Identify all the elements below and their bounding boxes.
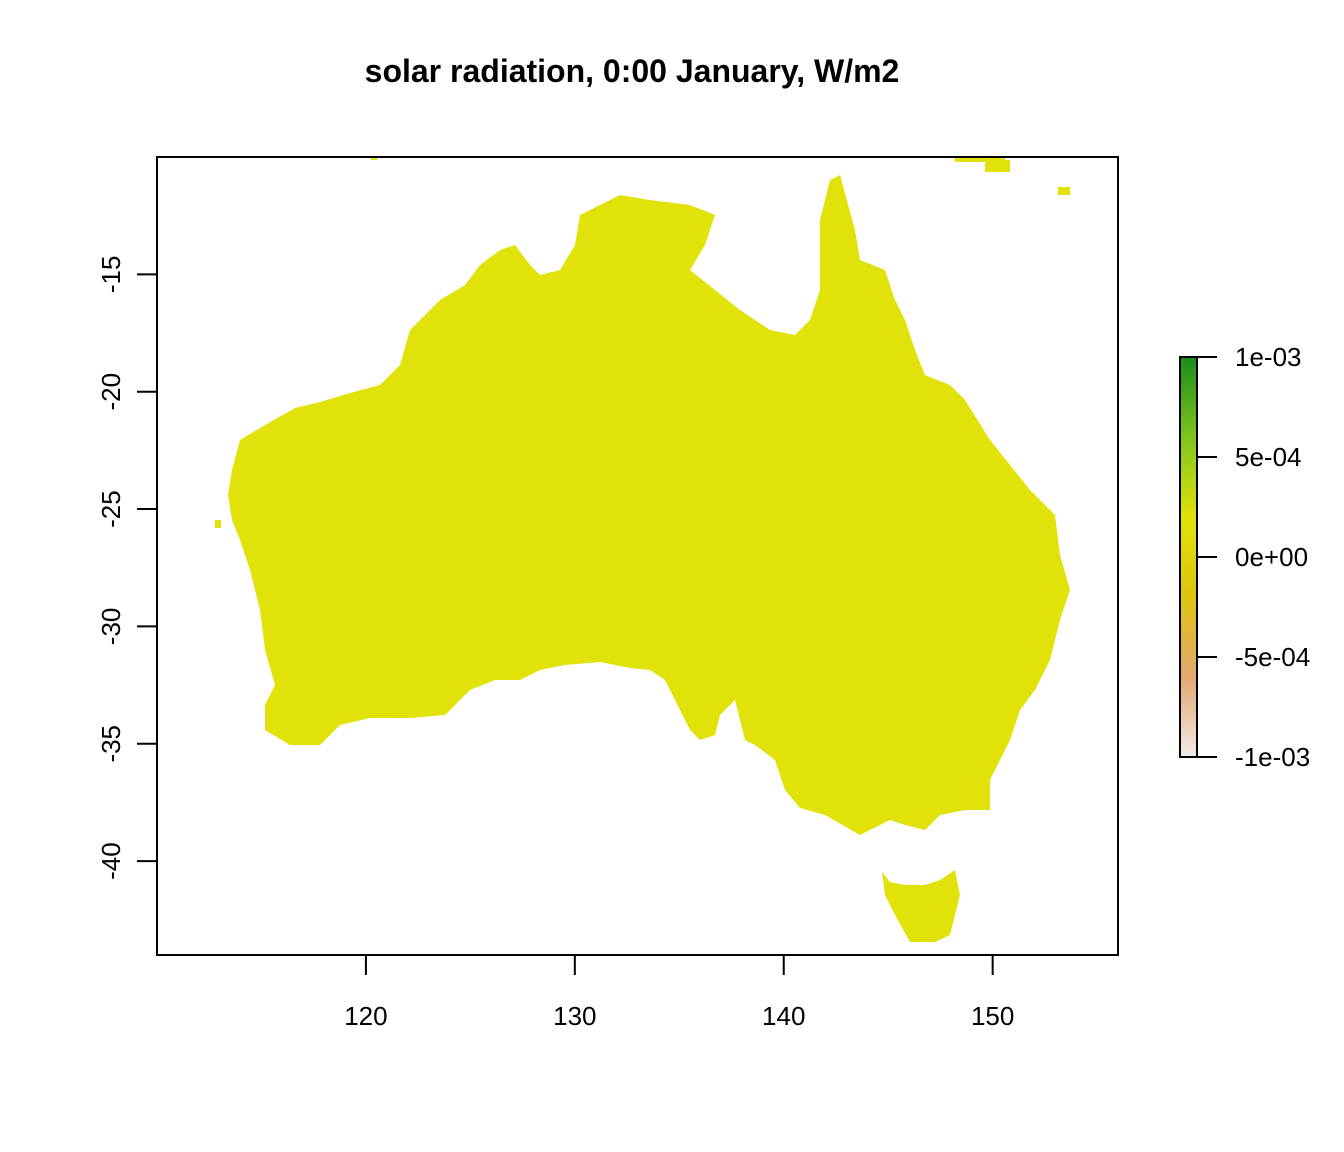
y-tick-label: -35 xyxy=(96,725,126,763)
colorbar xyxy=(1179,356,1198,758)
x-tick-label: 130 xyxy=(553,1001,596,1031)
colorbar-tick-label: -1e-03 xyxy=(1235,742,1310,772)
colorbar-tick-label: 5e-04 xyxy=(1235,442,1302,472)
colorbar-tick-label: 1e-03 xyxy=(1235,342,1302,372)
chart-title: solar radiation, 0:00 January, W/m2 xyxy=(365,53,900,89)
island xyxy=(1058,187,1070,195)
tasmania xyxy=(882,870,960,942)
mainland xyxy=(228,175,1070,835)
y-tick-label: -25 xyxy=(96,490,126,528)
y-tick-label: -20 xyxy=(96,373,126,411)
y-tick-label: -30 xyxy=(96,608,126,646)
x-tick-label: 150 xyxy=(971,1001,1014,1031)
x-tick-label: 120 xyxy=(344,1001,387,1031)
y-tick-label: -15 xyxy=(96,256,126,294)
colorbar-tick-label: -5e-04 xyxy=(1235,642,1310,672)
y-tick-label: -40 xyxy=(96,842,126,880)
island xyxy=(215,520,221,528)
x-tick-label: 140 xyxy=(762,1001,805,1031)
island xyxy=(985,160,1010,172)
island xyxy=(371,157,377,160)
land-raster xyxy=(215,157,1070,942)
plot-frame xyxy=(156,156,1119,956)
island xyxy=(955,157,1005,162)
colorbar-tick-label: 0e+00 xyxy=(1235,542,1308,572)
